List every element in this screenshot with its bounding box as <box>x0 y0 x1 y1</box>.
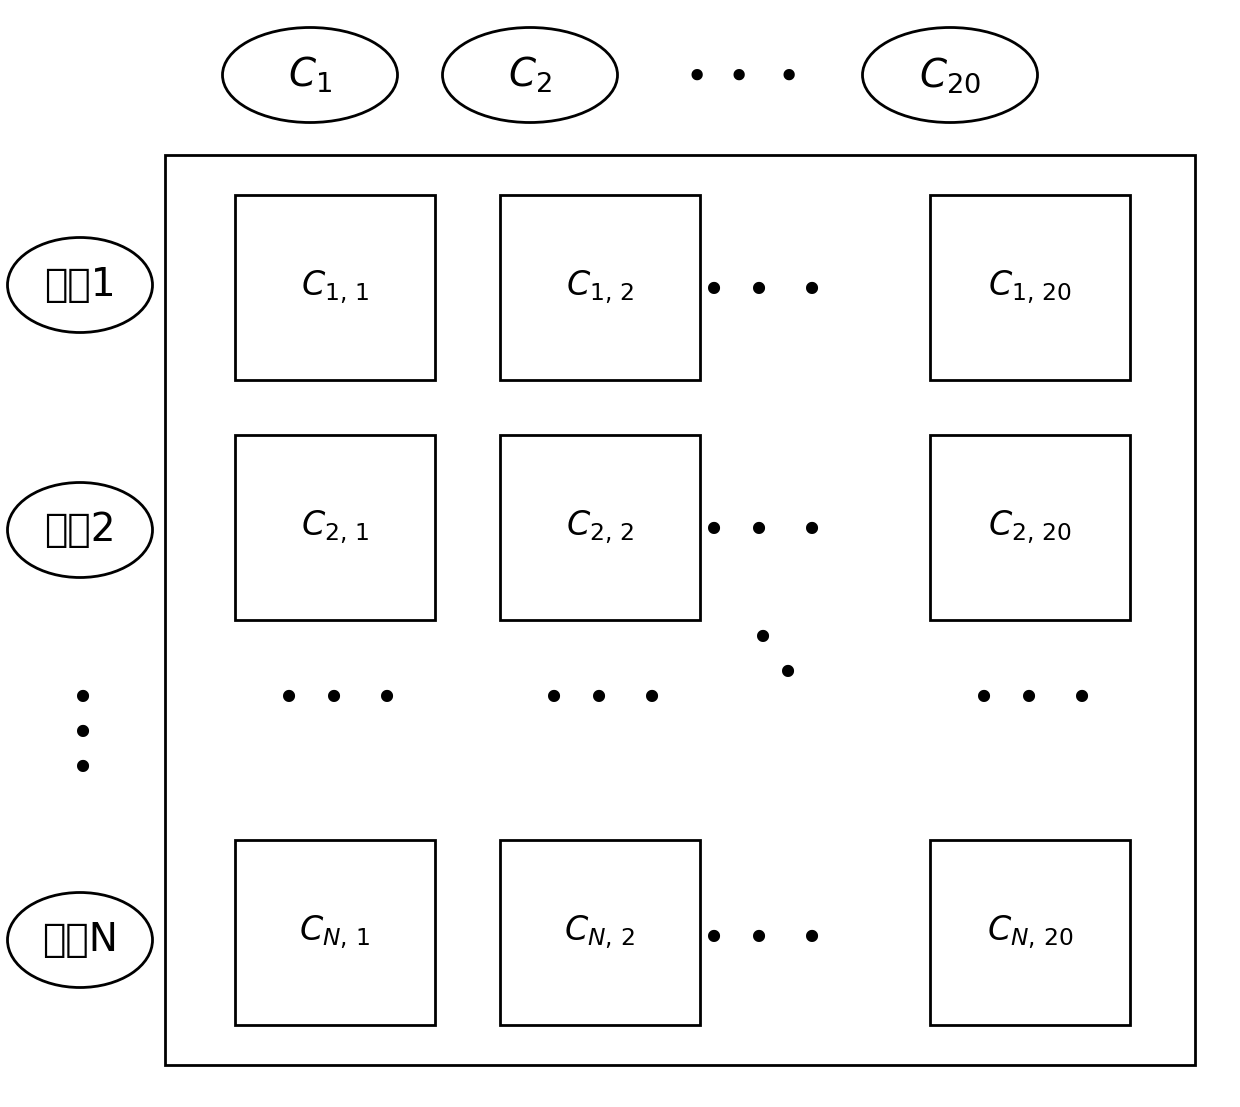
Text: $C_{1,\,20}$: $C_{1,\,20}$ <box>988 269 1073 307</box>
Text: 工况2: 工况2 <box>45 511 115 549</box>
Text: $C_{N,\,1}$: $C_{N,\,1}$ <box>299 913 371 951</box>
Ellipse shape <box>863 28 1038 123</box>
Text: $\bullet\;\bullet\;\bullet$: $\bullet\;\bullet\;\bullet$ <box>699 914 820 956</box>
Text: $\bullet\;\bullet\;\bullet$: $\bullet\;\bullet\;\bullet$ <box>699 266 820 308</box>
Bar <box>930 840 1130 1025</box>
Text: 工况1: 工况1 <box>45 266 115 304</box>
Ellipse shape <box>443 28 618 123</box>
Ellipse shape <box>7 238 153 332</box>
Text: $C_{20}$: $C_{20}$ <box>919 55 981 95</box>
Text: $C_{2,\,1}$: $C_{2,\,1}$ <box>300 508 370 547</box>
Text: $C_{1,\,2}$: $C_{1,\,2}$ <box>565 269 635 307</box>
Ellipse shape <box>222 28 398 123</box>
Text: $C_{2,\,20}$: $C_{2,\,20}$ <box>988 508 1073 547</box>
Text: 工况N: 工况N <box>42 921 118 959</box>
Text: $\bullet\;\bullet\;\bullet$: $\bullet\;\bullet\;\bullet$ <box>699 506 820 548</box>
Text: $C_{2,\,2}$: $C_{2,\,2}$ <box>565 508 635 547</box>
Ellipse shape <box>7 892 153 987</box>
Bar <box>500 195 701 380</box>
Text: $C_{2}$: $C_{2}$ <box>508 55 552 95</box>
Bar <box>930 435 1130 620</box>
Text: $\bullet\;\bullet\;\bullet$: $\bullet\;\bullet\;\bullet$ <box>275 674 396 716</box>
Text: $\bullet\;\bullet\;\bullet$: $\bullet\;\bullet\;\bullet$ <box>539 674 660 716</box>
Text: $\bullet\;\bullet\;\bullet$: $\bullet\;\bullet\;\bullet$ <box>684 56 796 94</box>
Ellipse shape <box>7 483 153 578</box>
Text: $\bullet$: $\bullet$ <box>775 649 796 691</box>
Text: $\bullet$
$\bullet$
$\bullet$: $\bullet$ $\bullet$ $\bullet$ <box>69 673 91 786</box>
Bar <box>236 195 435 380</box>
Text: $\bullet\;\bullet\;\bullet$: $\bullet\;\bullet\;\bullet$ <box>970 674 1090 716</box>
Text: $C_{1,\,1}$: $C_{1,\,1}$ <box>300 269 370 307</box>
Bar <box>500 840 701 1025</box>
Text: $\bullet$: $\bullet$ <box>749 614 770 656</box>
Bar <box>236 840 435 1025</box>
Bar <box>236 435 435 620</box>
Text: $C_{N,\,20}$: $C_{N,\,20}$ <box>987 913 1074 951</box>
Text: $C_{N,\,2}$: $C_{N,\,2}$ <box>564 913 636 951</box>
Bar <box>500 435 701 620</box>
Bar <box>165 155 1195 1065</box>
Bar <box>930 195 1130 380</box>
Text: $C_{1}$: $C_{1}$ <box>288 55 332 95</box>
